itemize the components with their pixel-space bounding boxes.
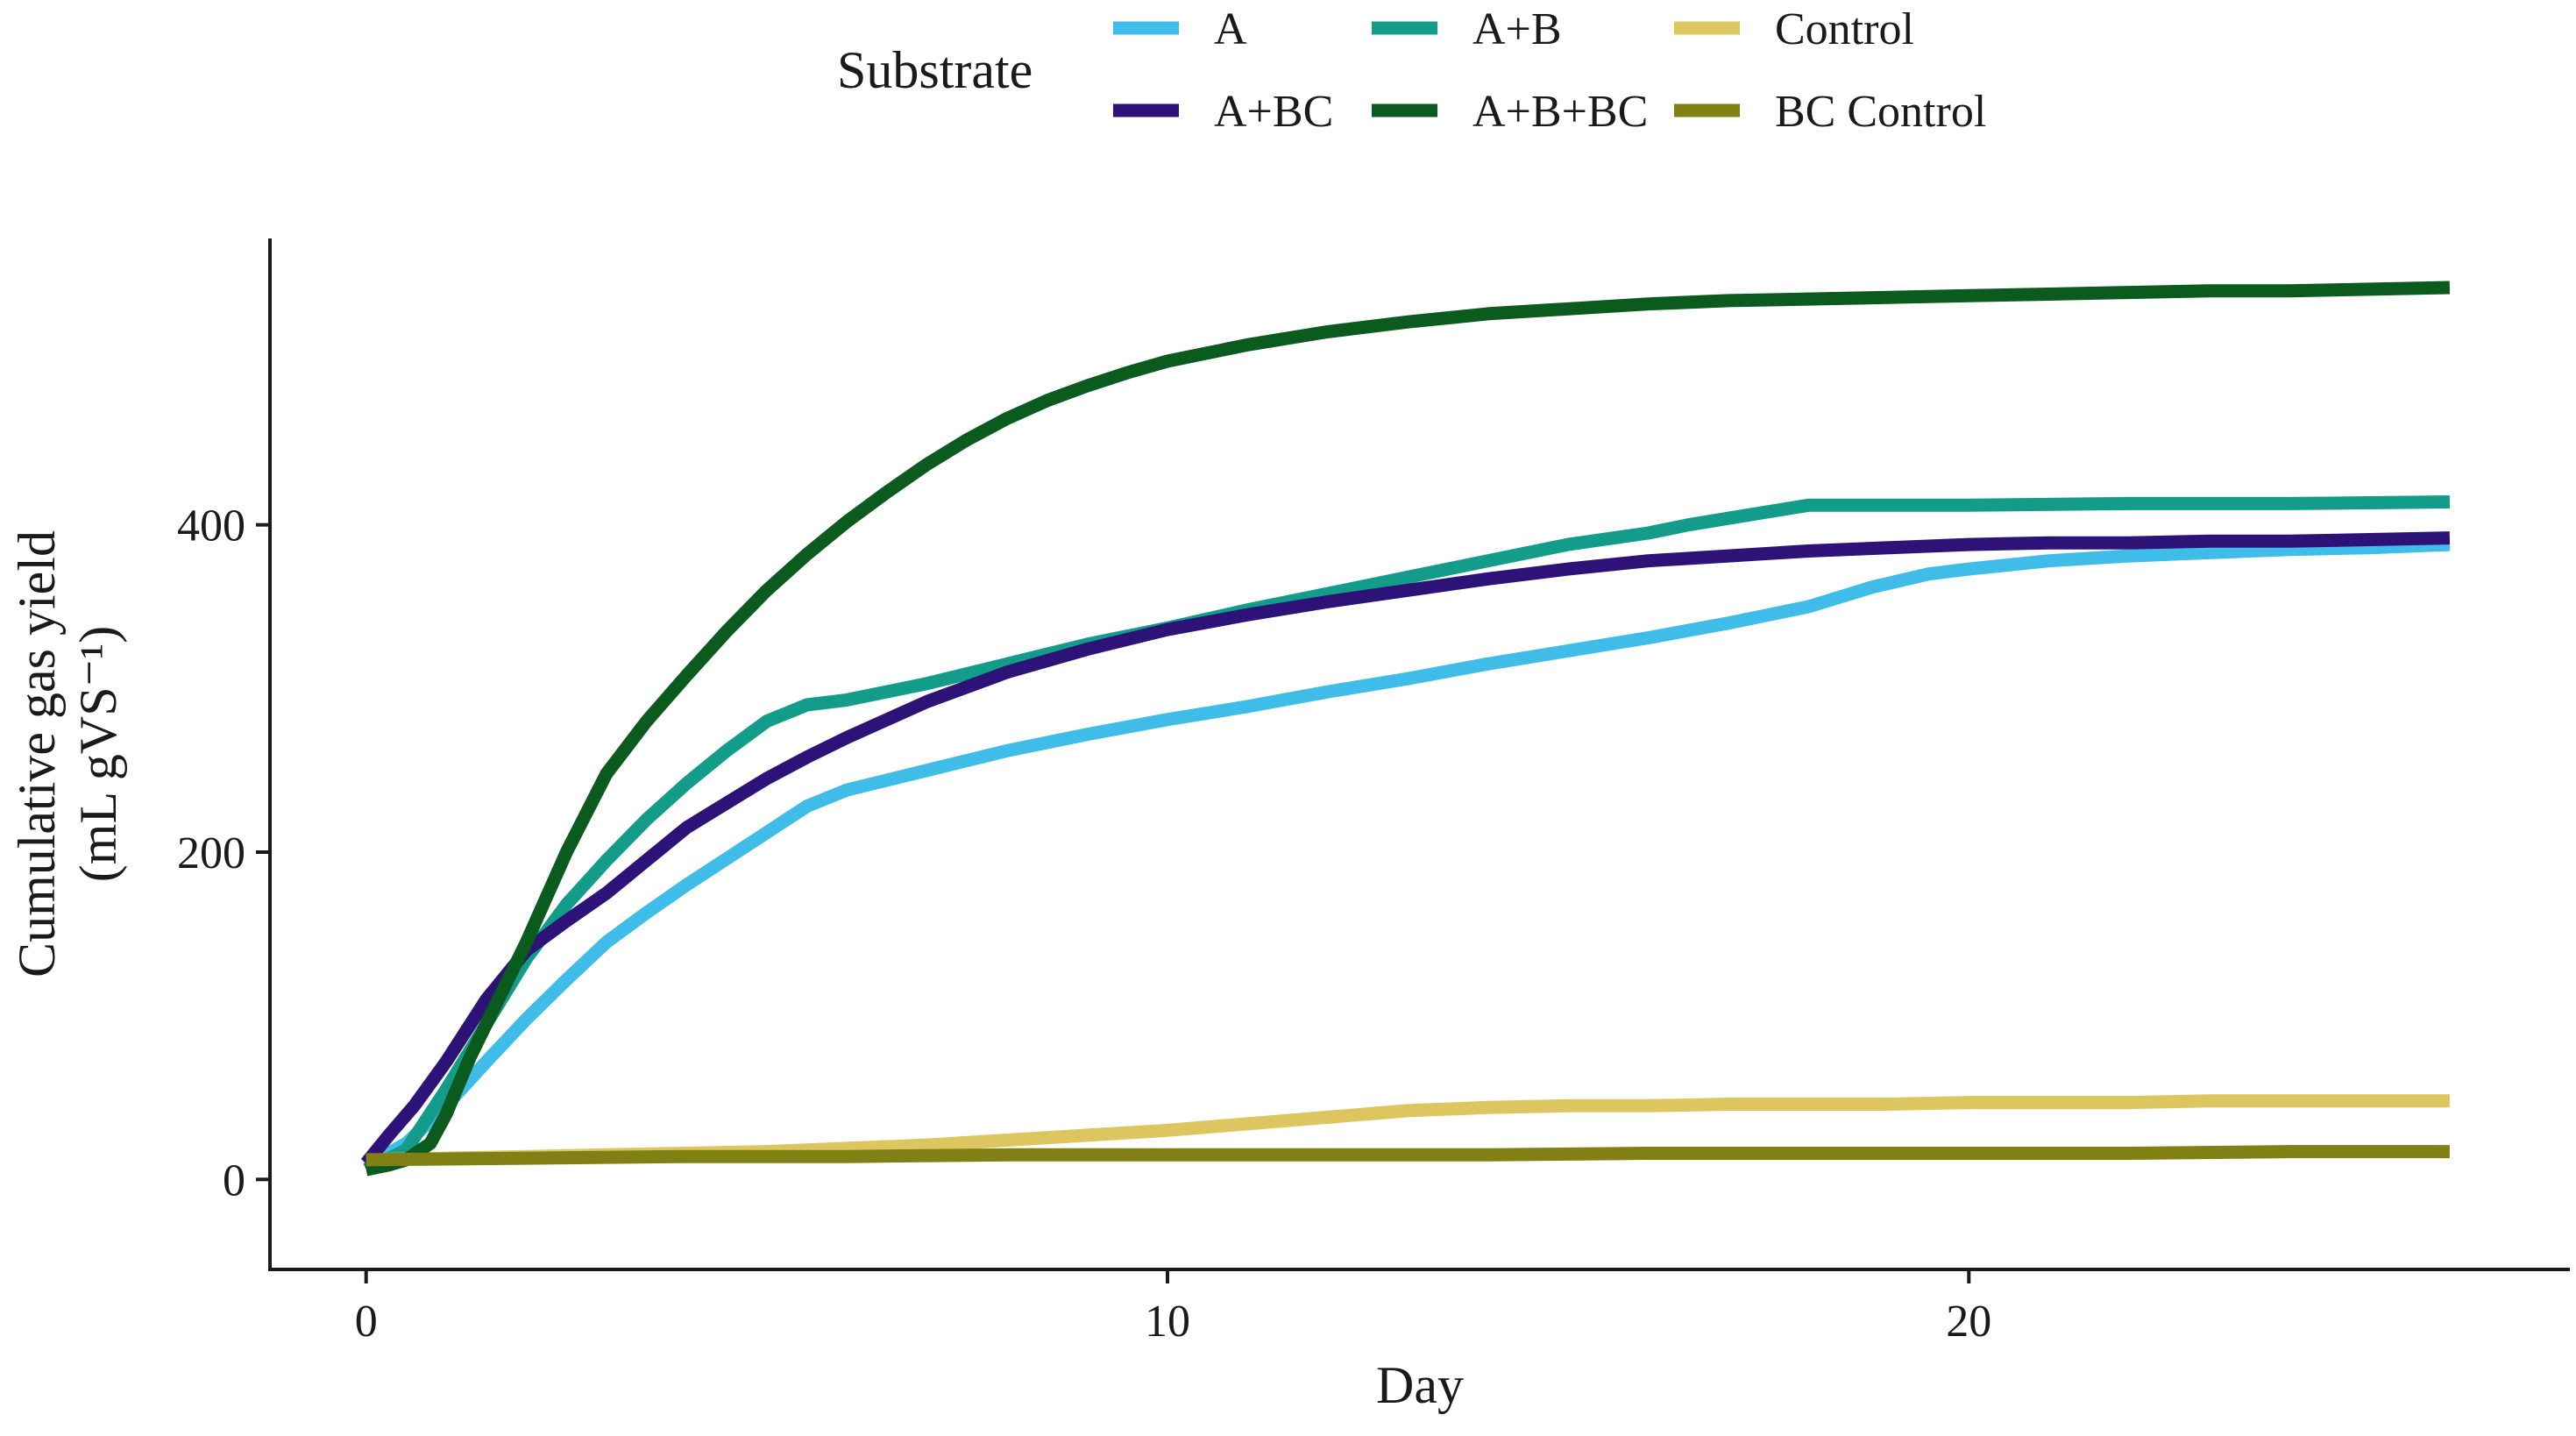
legend-items: A A+B Control A+BC A+B+BC BC Control: [1113, 4, 1986, 137]
legend-label: A+B: [1473, 4, 1562, 54]
x-ticks: 0 10 20: [355, 1269, 1991, 1347]
x-tick-label: 0: [355, 1297, 378, 1347]
x-tick-label: 10: [1145, 1297, 1190, 1347]
series-line-a-plus-bc: [360, 531, 2451, 1168]
legend-item-bc-control: BC Control: [1674, 87, 1986, 137]
legend-label: A+B+BC: [1473, 87, 1648, 137]
y-tick-label: 200: [177, 828, 245, 878]
legend-label: Control: [1775, 4, 1914, 54]
legend-label: A+BC: [1214, 87, 1333, 137]
legend-title: Substrate: [837, 41, 1033, 99]
series-line-a: [362, 537, 2451, 1172]
legend-label: A: [1214, 4, 1247, 54]
series-line-bc-control: [365, 1145, 2450, 1167]
legend-item-a-plus-b: A+B: [1372, 4, 1562, 54]
y-ticks: 0 200 400: [177, 501, 270, 1205]
legend-item-a: A: [1113, 4, 1247, 54]
y-tick-label: 400: [177, 501, 245, 551]
y-axis-title-line2: (mL gVS⁻¹): [69, 626, 127, 882]
y-axis-title-line1: Cumulative gas yield: [8, 530, 66, 977]
legend: Substrate A A+B Control A+BC A+B+BC BC Contro…: [837, 4, 1986, 137]
x-axis-title: Day: [1376, 1356, 1464, 1414]
series-layer: [360, 281, 2451, 1177]
legend-item-control: Control: [1674, 4, 1914, 54]
legend-item-a-plus-b-plus-bc: A+B+BC: [1372, 87, 1648, 137]
x-tick-label: 20: [1946, 1297, 1991, 1347]
series-line-a-plus-b-plus-bc: [365, 281, 2451, 1177]
legend-item-a-plus-bc: A+BC: [1113, 87, 1333, 137]
y-tick-label: 0: [223, 1155, 245, 1205]
legend-label: BC Control: [1775, 87, 1986, 137]
